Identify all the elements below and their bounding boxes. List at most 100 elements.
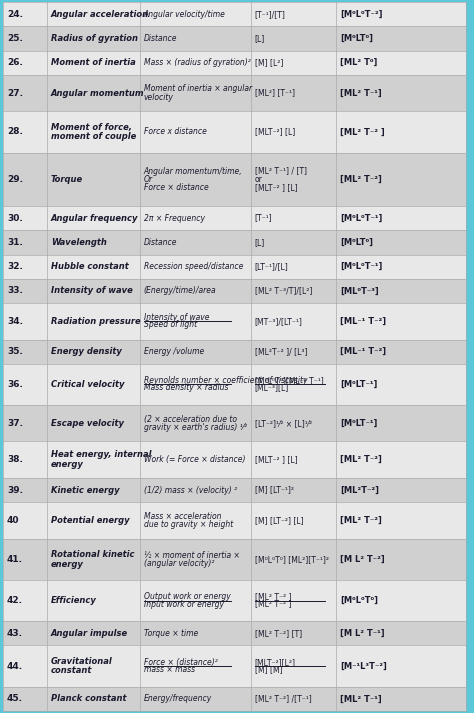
Text: 25.: 25.: [7, 34, 23, 43]
Text: Distance: Distance: [144, 238, 177, 247]
Text: (1/2) mass × (velocity) ²: (1/2) mass × (velocity) ²: [144, 486, 237, 495]
Text: [ML⁰T⁻³]: [ML⁰T⁻³]: [340, 287, 379, 295]
Text: [ML² T⁻²]: [ML² T⁻²]: [340, 175, 382, 184]
Text: [M L² T⁻²]: [M L² T⁻²]: [340, 555, 385, 564]
Bar: [3, 303, 466, 339]
Text: [ML² T⁻² ]: [ML² T⁻² ]: [255, 593, 291, 602]
Text: Moment of force,: Moment of force,: [51, 123, 132, 132]
Text: 44.: 44.: [7, 662, 23, 671]
Text: [ML² T⁻² ]: [ML² T⁻² ]: [255, 600, 291, 609]
Bar: [3, 230, 466, 255]
Text: 38.: 38.: [7, 455, 23, 464]
Text: Work (= Force × distance): Work (= Force × distance): [144, 455, 245, 464]
Text: [L]: [L]: [255, 238, 265, 247]
Text: 42.: 42.: [7, 596, 23, 605]
Text: [M⁰L⁰T⁰] [ML²][T⁻¹]²: [M⁰L⁰T⁰] [ML²][T⁻¹]²: [255, 555, 328, 564]
Text: Angular acceleration: Angular acceleration: [51, 10, 149, 19]
Text: [ML² T⁻²]: [ML² T⁻²]: [340, 516, 382, 525]
Text: gravity × earth's radius) ¹⁄²: gravity × earth's radius) ¹⁄²: [144, 423, 246, 432]
Text: [ML² T⁻²] /[T⁻¹]: [ML² T⁻²] /[T⁻¹]: [255, 694, 311, 703]
Text: [ML² T⁰]: [ML² T⁰]: [340, 58, 378, 67]
Text: Escape velocity: Escape velocity: [51, 419, 124, 428]
Text: 45.: 45.: [7, 694, 23, 703]
Bar: [3, 621, 466, 645]
Text: (angular velocity)²: (angular velocity)²: [144, 559, 214, 568]
Text: 29.: 29.: [7, 175, 23, 184]
Text: Gravitational: Gravitational: [51, 657, 113, 666]
Bar: [3, 538, 466, 580]
Text: [M] [LT⁻²] [L]: [M] [LT⁻²] [L]: [255, 516, 303, 525]
Text: [M⁰L⁰T⁻¹]: [M⁰L⁰T⁻¹]: [340, 262, 383, 271]
Text: Planck constant: Planck constant: [51, 694, 127, 703]
Text: Critical velocity: Critical velocity: [51, 380, 125, 389]
Text: Angular impulse: Angular impulse: [51, 629, 128, 638]
Text: [M⁰L⁰T⁰][ML⁻¹ T⁻¹]: [M⁰L⁰T⁰][ML⁻¹ T⁻¹]: [255, 376, 323, 385]
Text: Intensity of wave: Intensity of wave: [51, 287, 133, 295]
Bar: [3, 26, 466, 51]
Text: Radiation pressure: Radiation pressure: [51, 317, 141, 326]
Text: or: or: [255, 175, 263, 184]
Text: 24.: 24.: [7, 10, 23, 19]
Text: [ML²T⁻²]: [ML²T⁻²]: [340, 486, 379, 495]
Text: energy: energy: [51, 560, 84, 568]
Bar: [3, 405, 466, 441]
Text: Torque: Torque: [51, 175, 83, 184]
Text: 31.: 31.: [7, 238, 23, 247]
Text: mass × mass: mass × mass: [144, 665, 195, 674]
Text: [ML⁻¹ T⁻²]: [ML⁻¹ T⁻²]: [340, 347, 386, 356]
Bar: [3, 478, 466, 502]
Text: [M⁰LT⁻¹]: [M⁰LT⁻¹]: [340, 419, 378, 428]
Text: velocity: velocity: [144, 93, 173, 102]
Text: [L]: [L]: [255, 34, 265, 43]
Text: Efficiency: Efficiency: [51, 596, 97, 605]
Text: Input work or energy: Input work or energy: [144, 600, 224, 609]
Text: [MLT⁻² ] [L]: [MLT⁻² ] [L]: [255, 455, 297, 464]
Text: due to gravity × height: due to gravity × height: [144, 520, 233, 529]
Text: Intensity of wave: Intensity of wave: [144, 313, 209, 322]
Text: [M⁰LT⁻¹]: [M⁰LT⁻¹]: [340, 380, 378, 389]
Text: [M⁰L⁰T⁻²]: [M⁰L⁰T⁻²]: [340, 10, 383, 19]
Text: Angular velocity/time: Angular velocity/time: [144, 10, 226, 19]
Text: moment of couple: moment of couple: [51, 132, 136, 141]
Text: Speed of light: Speed of light: [144, 320, 197, 329]
Bar: [3, 2, 466, 26]
Text: [ML² T⁻² ]: [ML² T⁻² ]: [340, 128, 385, 136]
Text: 27.: 27.: [7, 88, 23, 98]
Text: energy: energy: [51, 460, 84, 469]
Text: Hubble constant: Hubble constant: [51, 262, 129, 271]
Text: constant: constant: [51, 667, 92, 675]
Text: Radius of gyration: Radius of gyration: [51, 34, 138, 43]
Text: Angular frequency: Angular frequency: [51, 214, 138, 222]
Text: [ML² T⁻²]: [ML² T⁻²]: [340, 455, 382, 464]
Bar: [3, 364, 466, 405]
Text: [T⁻¹]: [T⁻¹]: [255, 214, 273, 222]
Text: (2 × acceleration due to: (2 × acceleration due to: [144, 415, 237, 424]
Text: [M] [M]: [M] [M]: [255, 665, 283, 674]
Text: Wavelength: Wavelength: [51, 238, 107, 247]
Bar: [3, 687, 466, 711]
Text: [ML² T⁻¹]: [ML² T⁻¹]: [340, 694, 382, 703]
Text: Force × distance: Force × distance: [144, 183, 209, 192]
Text: [M] [LT⁻¹]²: [M] [LT⁻¹]²: [255, 486, 294, 495]
Bar: [3, 255, 466, 279]
Text: Kinetic energy: Kinetic energy: [51, 486, 119, 495]
Text: 34.: 34.: [7, 317, 23, 326]
Bar: [3, 75, 466, 111]
Text: Heat energy, internal: Heat energy, internal: [51, 451, 152, 459]
Bar: [3, 339, 466, 364]
Text: Torque × time: Torque × time: [144, 629, 198, 638]
Text: Force × (distance)²: Force × (distance)²: [144, 658, 218, 667]
Text: [ML²T⁻² ]/ [L³]: [ML²T⁻² ]/ [L³]: [255, 347, 307, 356]
Text: [LT⁻¹]/[L]: [LT⁻¹]/[L]: [255, 262, 289, 271]
Text: Energy /volume: Energy /volume: [144, 347, 204, 356]
Text: Mass density × radius: Mass density × radius: [144, 384, 228, 392]
Bar: [3, 206, 466, 230]
Text: 28.: 28.: [7, 128, 23, 136]
Text: Force x distance: Force x distance: [144, 128, 207, 136]
Text: Energy/frequency: Energy/frequency: [144, 694, 212, 703]
Text: [ML⁻¹ T⁻²]: [ML⁻¹ T⁻²]: [340, 317, 386, 326]
Bar: [3, 153, 466, 206]
Text: [MLT⁻²][L²]: [MLT⁻²][L²]: [255, 658, 296, 667]
Text: Mass × acceleration: Mass × acceleration: [144, 512, 221, 520]
Text: [M⁰L⁰T⁻¹]: [M⁰L⁰T⁻¹]: [340, 214, 383, 222]
